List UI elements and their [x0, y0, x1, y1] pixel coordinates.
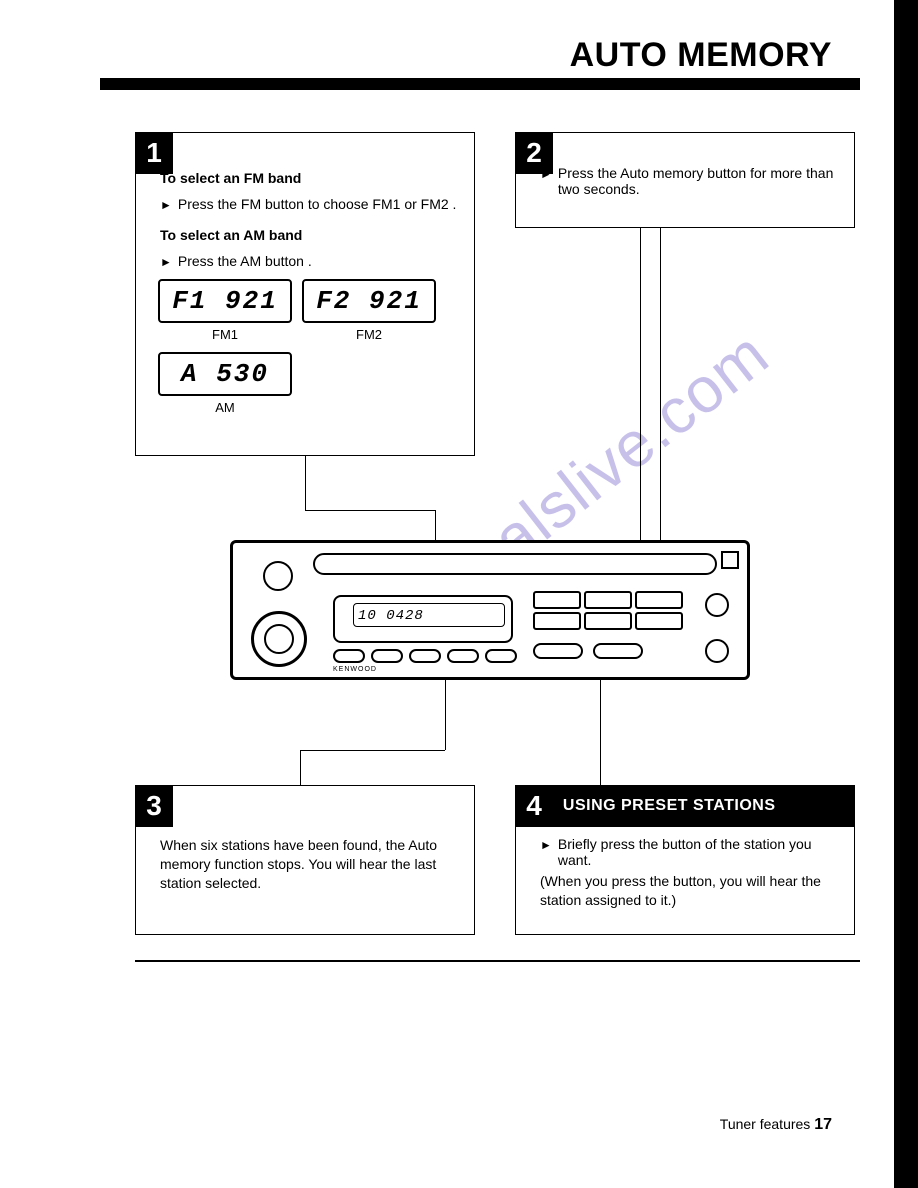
- small-button: [409, 649, 441, 663]
- radio-display-value: 10 0428: [353, 603, 505, 627]
- connector-line: [300, 750, 301, 785]
- step-2-number: 2: [515, 132, 553, 174]
- connector-line: [300, 750, 445, 751]
- step-4-instruction: Briefly press the button of the station …: [558, 836, 840, 868]
- cd-slot: [313, 553, 717, 575]
- step-4-paren: (When you press the button, you will hea…: [540, 872, 840, 910]
- small-button: [447, 649, 479, 663]
- lcd-fm1-label: FM1: [158, 327, 292, 342]
- step-4-header: 4 USING PRESET STATIONS: [515, 785, 855, 827]
- preset-button: [635, 591, 683, 609]
- oval-button: [533, 643, 583, 659]
- step-1-number: 1: [135, 132, 173, 174]
- preset-button: [584, 591, 632, 609]
- step-1-am-bullet: ► Press the AM button .: [160, 253, 460, 269]
- step-1-fm-bullet: ► Press the FM button to choose FM1 or F…: [160, 196, 460, 212]
- preset-button: [533, 612, 581, 630]
- footer-page-number: 17: [814, 1116, 832, 1133]
- round-button: [705, 593, 729, 617]
- radio-display-frame: 10 0428: [333, 595, 513, 643]
- lcd-am-display: A 530: [158, 352, 292, 396]
- page-right-edge: [894, 0, 918, 1188]
- small-button-row: [333, 649, 517, 663]
- lcd-fm2-col: F2 921 FM2: [302, 279, 436, 342]
- lcd-fm2-display: F2 921: [302, 279, 436, 323]
- preset-buttons-grid: [533, 591, 683, 630]
- page-title: AUTO MEMORY: [570, 36, 832, 75]
- page-footer: Tuner features 17: [720, 1116, 832, 1134]
- lcd-row-fm: F1 921 FM1 F2 921 FM2: [158, 279, 460, 342]
- small-button: [485, 649, 517, 663]
- bottom-horizontal-rule: [135, 960, 860, 962]
- step-1-fm-heading: To select an FM band: [160, 169, 460, 188]
- lcd-fm1-display: F1 921: [158, 279, 292, 323]
- radio-brand-label: KENWOOD: [333, 666, 377, 673]
- step-1-am-instruction: Press the AM button .: [178, 253, 460, 269]
- step-4-number: 4: [515, 785, 553, 827]
- step-2-box: 2 ► Press the Auto memory button for mor…: [515, 132, 855, 228]
- volume-knob: [251, 611, 307, 667]
- page-content: AUTO MEMORY manualslive.com 1 To select …: [100, 0, 880, 1188]
- lcd-row-am: A 530 AM: [158, 352, 460, 415]
- step-4-bullet: ► Briefly press the button of the statio…: [540, 836, 840, 868]
- step-3-text: When six stations have been found, the A…: [160, 836, 454, 893]
- bullet-arrow-icon: ►: [160, 255, 172, 269]
- oval-button: [593, 643, 643, 659]
- step-1-am-heading: To select an AM band: [160, 226, 460, 245]
- bullet-arrow-icon: ►: [540, 838, 552, 868]
- step-3-number: 3: [135, 785, 173, 827]
- small-button: [371, 649, 403, 663]
- small-knob: [263, 561, 293, 591]
- preset-button: [533, 591, 581, 609]
- preset-button: [635, 612, 683, 630]
- footer-section: Tuner features: [720, 1116, 811, 1132]
- small-button: [333, 649, 365, 663]
- step-2-instruction: Press the Auto memory button for more th…: [558, 165, 840, 197]
- bullet-arrow-icon: ►: [160, 198, 172, 212]
- step-2-bullet: ► Press the Auto memory button for more …: [540, 165, 840, 197]
- connector-line: [305, 510, 435, 511]
- lcd-am-label: AM: [158, 400, 292, 415]
- title-underline-bar: [100, 78, 860, 90]
- preset-button: [584, 612, 632, 630]
- oval-button-row: [533, 643, 643, 659]
- step-1-box: 1 To select an FM band ► Press the FM bu…: [135, 132, 475, 456]
- step-4-box: 4 USING PRESET STATIONS ► Briefly press …: [515, 785, 855, 935]
- step-3-box: 3 When six stations have been found, the…: [135, 785, 475, 935]
- step-1-fm-instruction: Press the FM button to choose FM1 or FM2…: [178, 196, 460, 212]
- lcd-am-col: A 530 AM: [158, 352, 292, 415]
- step-4-title: USING PRESET STATIONS: [563, 785, 776, 827]
- lcd-fm1-col: F1 921 FM1: [158, 279, 292, 342]
- radio-unit-illustration: 10 0428 KENWOOD: [230, 540, 750, 680]
- connector-line: [305, 456, 306, 510]
- round-button: [705, 639, 729, 663]
- eject-button-icon: [721, 551, 739, 569]
- lcd-fm2-label: FM2: [302, 327, 436, 342]
